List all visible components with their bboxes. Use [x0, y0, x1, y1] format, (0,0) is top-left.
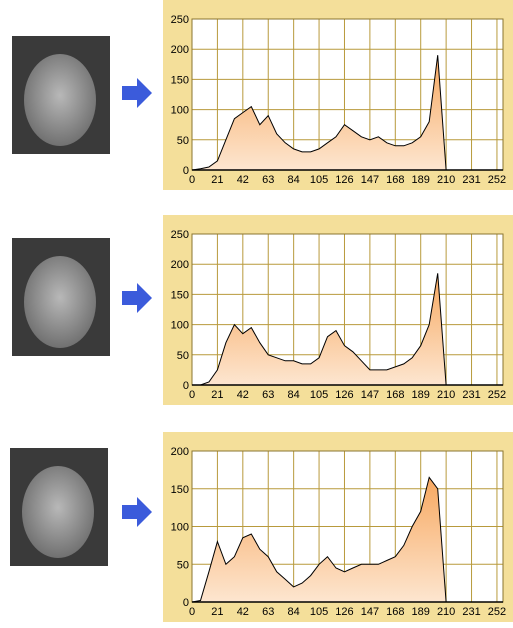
y-tick-label: 100 [171, 320, 189, 332]
x-tick-label: 210 [437, 389, 455, 401]
x-tick-label: 168 [386, 389, 404, 401]
x-tick-label: 105 [310, 389, 328, 401]
x-tick-label: 0 [189, 389, 195, 401]
face-photo [12, 36, 110, 154]
y-tick-label: 150 [171, 484, 189, 496]
figure: 0 50 100 150 200 250 0 21 42 63 84 105 126 147 168 189 2… [0, 0, 513, 623]
x-tick-label: 210 [437, 606, 455, 618]
x-tick-label: 189 [412, 174, 430, 186]
x-tick-label: 168 [386, 606, 404, 618]
x-tick-label: 231 [462, 174, 480, 186]
arrow [122, 283, 152, 313]
x-tick-label: 231 [462, 389, 480, 401]
x-tick-label: 210 [437, 174, 455, 186]
x-tick-label: 231 [462, 606, 480, 618]
y-tick-label: 200 [171, 259, 189, 271]
x-tick-label: 63 [262, 174, 274, 186]
x-tick-label: 105 [310, 606, 328, 618]
x-tick-label: 147 [361, 606, 379, 618]
face-photo [12, 238, 110, 356]
x-tick-label: 189 [412, 606, 430, 618]
x-tick-label: 126 [335, 606, 353, 618]
y-tick-label: 250 [171, 229, 189, 241]
x-tick-label: 147 [361, 174, 379, 186]
y-tick-label: 150 [171, 289, 189, 301]
x-tick-label: 252 [488, 389, 506, 401]
x-tick-label: 126 [335, 389, 353, 401]
x-tick-label: 0 [189, 606, 195, 618]
x-tick-label: 42 [237, 606, 249, 618]
x-tick-label: 252 [488, 174, 506, 186]
y-tick-label: 200 [171, 446, 189, 458]
x-tick-label: 105 [310, 174, 328, 186]
x-tick-label: 21 [211, 606, 223, 618]
x-tick-label: 147 [361, 389, 379, 401]
x-tick-label: 84 [288, 606, 300, 618]
x-tick-label: 168 [386, 174, 404, 186]
y-tick-label: 250 [171, 14, 189, 26]
x-tick-label: 0 [189, 174, 195, 186]
y-tick-label: 50 [177, 135, 189, 147]
x-tick-label: 63 [262, 389, 274, 401]
x-tick-label: 63 [262, 606, 274, 618]
arrow [122, 78, 152, 108]
y-tick-label: 100 [171, 105, 189, 117]
x-tick-label: 189 [412, 389, 430, 401]
x-tick-label: 84 [288, 389, 300, 401]
x-tick-label: 21 [211, 389, 223, 401]
x-tick-label: 84 [288, 174, 300, 186]
arrow [122, 497, 152, 527]
y-tick-label: 150 [171, 74, 189, 86]
y-tick-label: 50 [177, 559, 189, 571]
x-tick-label: 21 [211, 174, 223, 186]
y-tick-label: 50 [177, 350, 189, 362]
face-photo [10, 448, 108, 566]
x-tick-label: 126 [335, 174, 353, 186]
y-tick-label: 200 [171, 44, 189, 56]
x-tick-label: 42 [237, 389, 249, 401]
x-tick-label: 42 [237, 174, 249, 186]
y-tick-label: 100 [171, 522, 189, 534]
x-tick-label: 252 [488, 606, 506, 618]
